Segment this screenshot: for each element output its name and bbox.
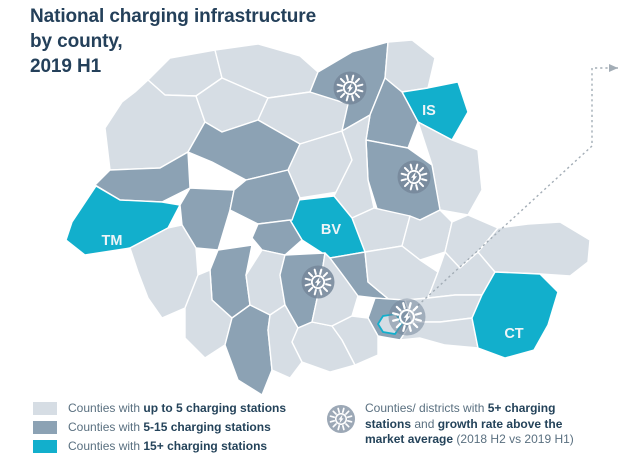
growth-marker-arges-icon (301, 265, 335, 299)
county-constanta (471, 271, 559, 359)
title-line-2: by county, (30, 31, 123, 53)
legend-label-mid: Counties with 5-15 charging stations (68, 420, 271, 434)
county-alba (229, 169, 301, 225)
spark-burst-icon (326, 404, 356, 434)
title-line-1: National charging infrastructure (30, 6, 317, 27)
legend-item-mid: Counties with 5-15 charging stations (33, 420, 325, 434)
legend-label-low: Counties with up to 5 charging stations (68, 401, 287, 415)
county-label-timis: TM (102, 233, 123, 249)
legend-swatch-mid (33, 420, 57, 434)
legend-item-low: Counties with up to 5 charging stations (33, 401, 325, 415)
title-line-3: 2019 H1 (30, 56, 102, 78)
legend-color-items: Counties with up to 5 charging stations … (33, 401, 325, 453)
county-label-iasi: IS (422, 103, 436, 119)
county-vrancea (401, 209, 453, 261)
page-title: National charging infrastructure by coun… (30, 4, 316, 79)
growth-marker-bacau-icon (397, 160, 431, 194)
growth-marker-bucuresti-icon (388, 298, 426, 336)
spark-burst-glyph (326, 404, 356, 434)
county-label-constanta: CT (504, 326, 523, 342)
county-caras-severin (129, 224, 199, 319)
legend-growth-label: Counties/ districts with 5+ charging sta… (365, 401, 574, 447)
legend-swatch-high (33, 439, 57, 453)
callout-line (413, 67, 618, 310)
county-label-brasov: BV (321, 222, 341, 238)
legend-item-high: Counties with 15+ charging stations (33, 439, 325, 453)
legend: Counties with up to 5 charging stations … (33, 401, 601, 453)
county-dolj (224, 304, 273, 396)
legend-growth-item: Counties/ districts with 5+ charging sta… (325, 401, 601, 448)
county-giurgiu (331, 315, 379, 366)
callout-arrow-icon (609, 64, 618, 72)
growth-marker-suceava-icon (333, 71, 367, 105)
legend-swatch-low (33, 401, 57, 415)
legend-label-high: Counties with 15+ charging stations (68, 439, 268, 453)
